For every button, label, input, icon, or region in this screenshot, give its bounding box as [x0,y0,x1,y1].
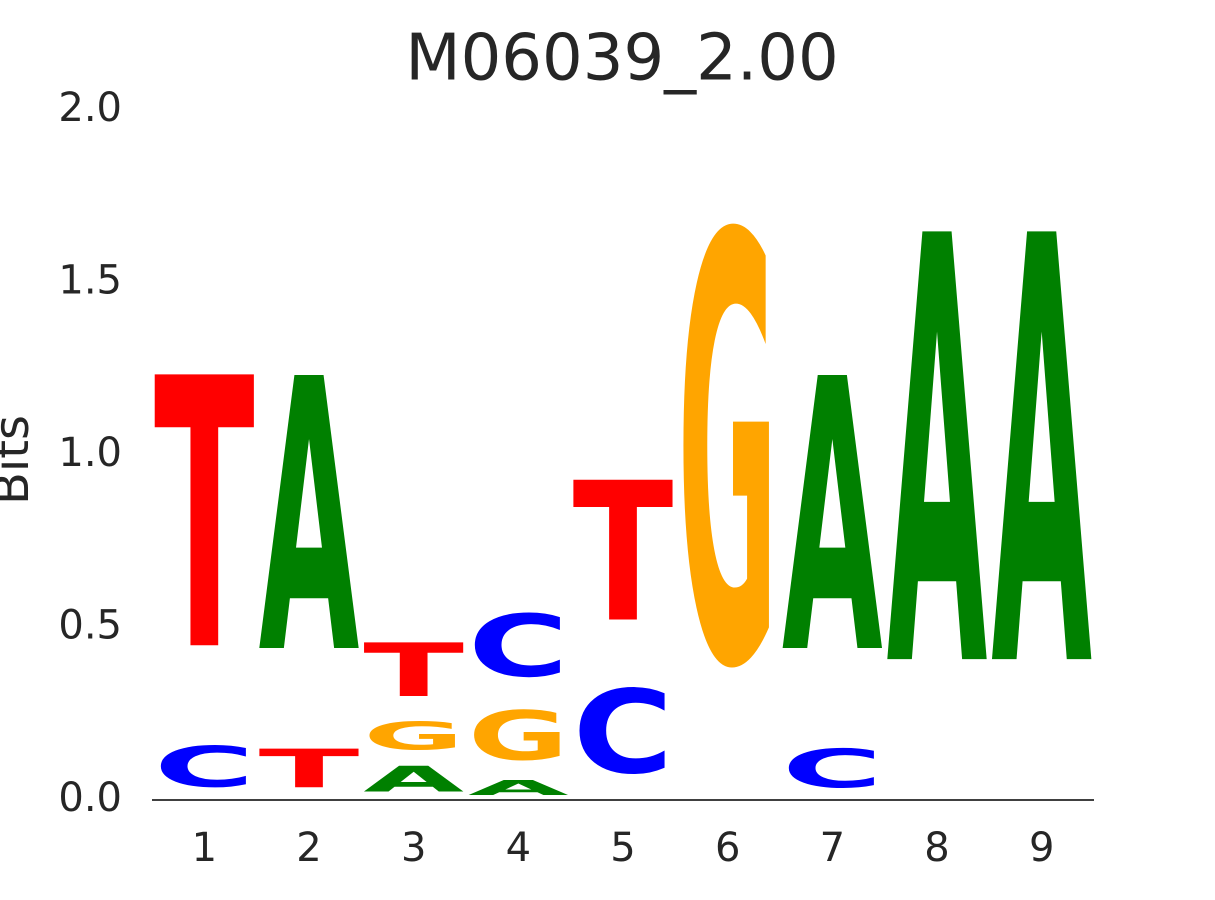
y-tick-label: 0.0 [58,775,122,821]
letter: A [363,759,464,800]
x-tick-label: 9 [1029,825,1054,871]
letter: T [363,628,464,714]
letter: G [363,714,464,758]
letter: T [154,301,255,733]
x-tick-label: 8 [924,825,949,871]
letter: C [782,738,883,800]
letter: G [677,115,778,797]
x-tick-label: 1 [192,825,217,871]
letter: C [154,735,255,800]
x-tick-label: 7 [820,825,845,871]
y-tick-label: 0.5 [58,603,122,649]
y-tick-label: 2.0 [58,85,122,131]
letter: A [468,776,569,800]
letter: T [573,442,674,665]
x-tick-label: 5 [610,825,635,871]
y-tick-label: 1.0 [58,430,122,476]
letter: G [468,697,569,776]
letter: A [991,117,1093,799]
y-tick-label: 1.5 [58,258,122,304]
x-tick-label: 4 [506,825,531,871]
letter: A [259,302,361,738]
letter: C [573,666,674,800]
letter: A [782,302,884,738]
chart-title: M06039_2.00 [405,22,838,96]
x-tick-label: 2 [296,825,321,871]
letter: T [259,738,360,800]
letter: A [887,117,989,799]
x-tick-label: 3 [401,825,426,871]
letter: C [468,597,569,697]
x-tick-label: 6 [715,825,740,871]
y-axis-label: Bits [0,415,40,505]
